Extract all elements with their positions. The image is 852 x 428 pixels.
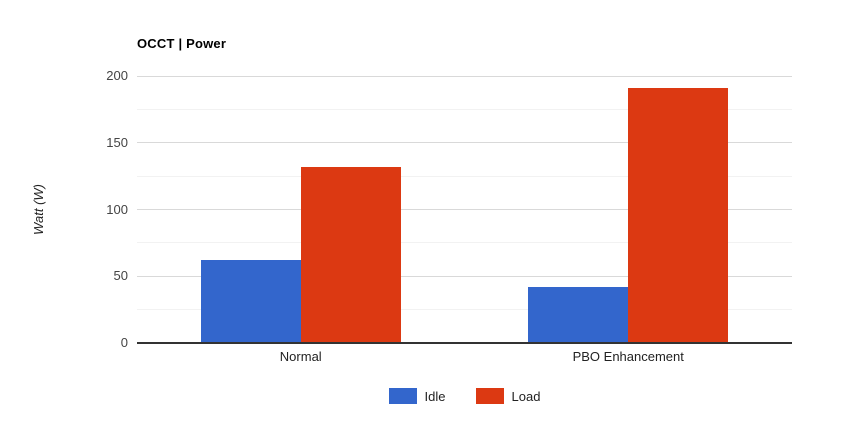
plot-area: [137, 75, 792, 344]
legend-item-load: Load: [475, 388, 541, 404]
legend-item-idle: Idle: [388, 388, 446, 404]
y-tick-label-100: 100: [106, 201, 128, 217]
legend-swatch-load: [475, 388, 504, 404]
major-gridline-150: [137, 142, 792, 144]
y-tick-label-0: 0: [120, 335, 128, 350]
bar-load-pbo-enhancement: [628, 88, 729, 343]
bar-idle-normal: [200, 260, 301, 343]
minor-gridline-175: [137, 108, 792, 110]
legend-swatch-idle: [388, 388, 417, 404]
x-label-normal: Normal: [279, 349, 322, 364]
legend-label-idle: Idle: [424, 388, 446, 404]
bar-load-normal: [300, 167, 401, 343]
x-axis-line: [137, 342, 792, 344]
bar-idle-pbo-enhancement: [528, 287, 629, 343]
y-tick-label-50: 50: [113, 268, 128, 284]
minor-gridline-75: [137, 242, 792, 244]
major-gridline-100: [137, 209, 792, 210]
x-label-pbo-enhancement: PBO Enhancement: [572, 349, 684, 364]
legend: Idle Load: [137, 388, 792, 404]
legend-label-load: Load: [511, 388, 541, 404]
major-gridline-50: [137, 275, 792, 277]
y-tick-label-200: 200: [106, 68, 128, 83]
chart-title: OCCT | Power: [137, 36, 227, 51]
major-gridline-200: [137, 75, 792, 77]
y-tick-label-150: 150: [106, 134, 128, 150]
minor-gridline-125: [137, 175, 792, 177]
minor-gridline-25: [137, 309, 792, 311]
